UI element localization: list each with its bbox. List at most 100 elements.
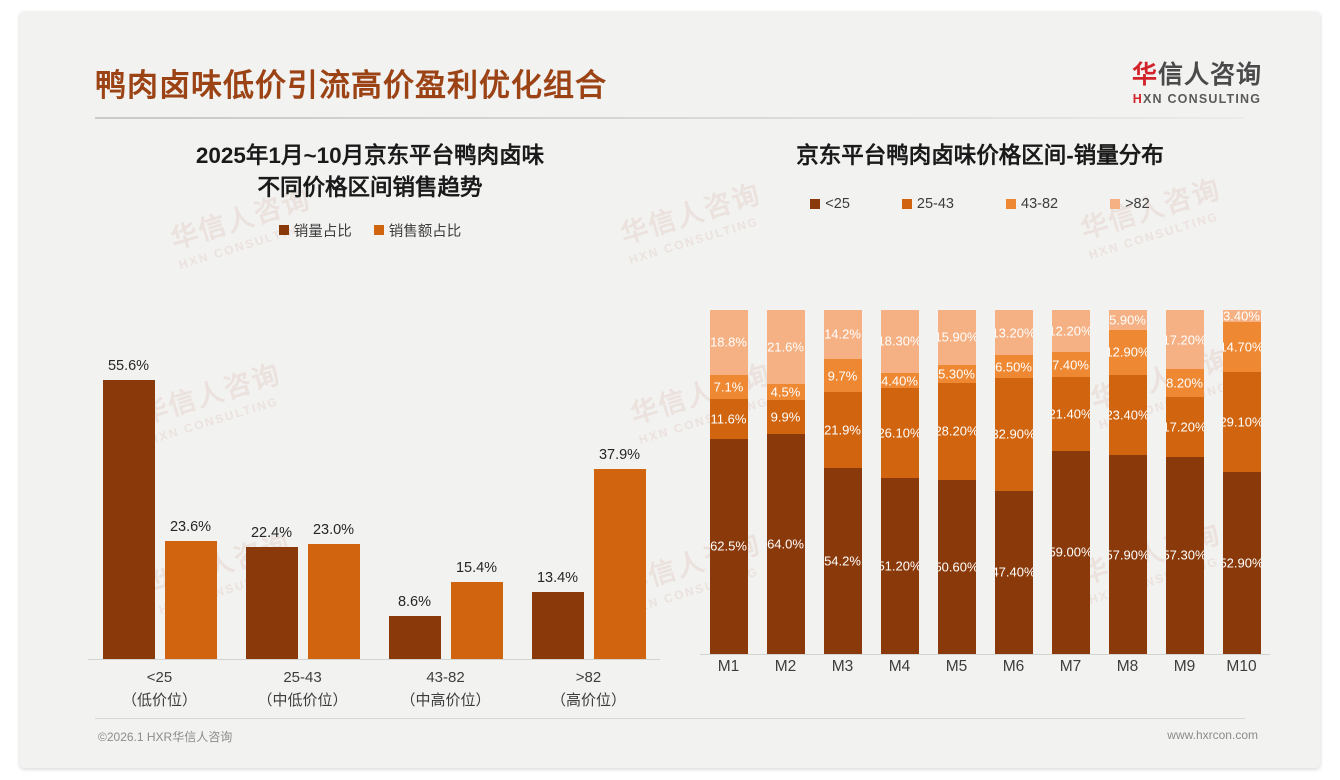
legend-label: >82 (1125, 195, 1150, 212)
bar-25-43-销售额占比[interactable]: 23.0% (307, 522, 360, 659)
stacked-bar-M3[interactable]: 14.2% 9.7% 21.9% 54.2% (823, 310, 862, 654)
stack-segment-<25[interactable]: 54.2% (823, 467, 862, 654)
stack-segment-43-82[interactable]: 7.40% (1051, 351, 1090, 378)
stack-segment-43-82[interactable]: 9.7% (823, 358, 862, 393)
right-chart-title: 京东平台鸭肉卤味价格区间-销量分布 (680, 140, 1280, 172)
stack-segment->82[interactable]: 3.40% (1222, 310, 1261, 322)
stack-segment->82[interactable]: 13.20% (994, 310, 1033, 356)
bar-43-82-销量占比[interactable]: 8.6% (388, 594, 441, 659)
stacked-bar-M9[interactable]: 17.20% 8.20% 17.20% 57.30% (1165, 310, 1204, 654)
stack-segment-label: 28.20% (937, 423, 976, 439)
stack-segment-25-43[interactable]: 11.6% (709, 399, 748, 439)
stack-segment->82[interactable]: 21.6% (766, 310, 805, 385)
bar-<25-销售额占比[interactable]: 23.6% (164, 519, 217, 659)
legend-swatch-icon (1110, 198, 1121, 209)
stack-segment-25-43[interactable]: 26.10% (880, 388, 919, 478)
stack-segment-<25[interactable]: 64.0% (766, 433, 805, 654)
logo-chinese-text: 华信人咨询 (1132, 63, 1262, 88)
stack-segment-<25[interactable]: 62.5% (709, 438, 748, 654)
stack-segment-<25[interactable]: 59.00% (1051, 451, 1090, 654)
stack-segment-<25[interactable]: 57.30% (1165, 456, 1204, 654)
stack-segment-label: 6.50% (995, 359, 1032, 375)
x-tick-label-M3: M3 (831, 658, 854, 675)
stack-segment-label: 18.8% (710, 334, 747, 350)
stack-segment-label: 26.10% (880, 425, 919, 441)
stack-segment-25-43[interactable]: 17.20% (1165, 397, 1204, 457)
legend-item-0[interactable]: <25 (810, 196, 850, 212)
stack-segment-43-82[interactable]: 4.40% (880, 372, 919, 389)
stacked-bar-M10[interactable]: 3.40% 14.70% 29.10% 52.90% (1222, 310, 1261, 655)
legend-label: 销量占比 (293, 223, 352, 240)
bar-group: 22.4% 23.0% (231, 358, 374, 659)
stack-segment->82[interactable]: 18.30% (880, 310, 919, 373)
stack-segment-43-82[interactable]: 6.50% (994, 355, 1033, 378)
bar-43-82-销售额占比[interactable]: 15.4% (450, 560, 503, 659)
legend-item-0[interactable]: 销量占比 (278, 220, 352, 241)
stacked-bar-M6[interactable]: 13.20% 6.50% 32.90% 47.40% (994, 310, 1033, 654)
legend-item-1[interactable]: 25-43 (901, 196, 954, 212)
stack-segment-label: 21.9% (824, 422, 861, 438)
x-tick-label-M7: M7 (1059, 658, 1082, 675)
stack-segment-25-43[interactable]: 23.40% (1108, 374, 1147, 456)
stack-segment-<25[interactable]: 52.90% (1222, 472, 1261, 655)
right-chart-x-axis-labels: M1 M2 M3 M4 M5 M6 M7 M8 M9 M10 (700, 658, 1270, 686)
legend-item-3[interactable]: >82 (1110, 196, 1150, 212)
bar->82-销售额占比[interactable]: 37.9% (593, 447, 646, 659)
stack-segment-label: 23.40% (1108, 407, 1147, 423)
stack-segment->82[interactable]: 14.2% (823, 310, 862, 359)
stacked-bar-M4[interactable]: 18.30% 4.40% 26.10% 51.20% (880, 310, 919, 654)
stack-segment-43-82[interactable]: 7.1% (709, 374, 748, 400)
stack-segment-label: 11.6% (710, 411, 747, 427)
x-tick-range: 43-82 (426, 669, 465, 686)
stack-segment-43-82[interactable]: 14.70% (1222, 321, 1261, 373)
stack-segment-43-82[interactable]: 4.5% (766, 384, 805, 400)
stack-segment-<25[interactable]: 50.60% (937, 479, 976, 654)
stack-segment-25-43[interactable]: 32.90% (994, 377, 1033, 491)
stack-segment->82[interactable]: 18.8% (709, 310, 748, 375)
stacked-bar-M7[interactable]: 12.20% 7.40% 21.40% 59.00% (1051, 310, 1090, 654)
stack-segment->82[interactable]: 15.90% (937, 310, 976, 365)
bar-rect (531, 591, 584, 659)
legend-label: <25 (825, 195, 850, 212)
stack-segment-43-82[interactable]: 5.30% (937, 364, 976, 383)
stack-segment-25-43[interactable]: 29.10% (1222, 372, 1261, 473)
stack-segment-<25[interactable]: 51.20% (880, 477, 919, 654)
stacked-bar-plot-area: 18.8% 7.1% 11.6% 62.5% 21.6% 4.5% 9.9% 64.0% 14.… (700, 310, 1270, 655)
stack-segment-label: 57.90% (1108, 547, 1147, 563)
stack-segment-label: 5.90% (1109, 312, 1146, 328)
stack-segment->82[interactable]: 17.20% (1165, 310, 1204, 370)
legend-item-2[interactable]: 43-82 (1006, 196, 1058, 212)
bar-<25-销量占比[interactable]: 55.6% (102, 358, 155, 659)
stack-segment-label: 57.30% (1165, 547, 1204, 563)
bar-rect (450, 581, 503, 659)
stack-segment->82[interactable]: 5.90% (1108, 310, 1147, 331)
x-tick-sublabel: （中低价位） (257, 692, 348, 710)
stack-segment-25-43[interactable]: 21.40% (1051, 377, 1090, 452)
stack-segment-label: 17.20% (1165, 419, 1204, 435)
stacked-bar-M1[interactable]: 18.8% 7.1% 11.6% 62.5% (709, 310, 748, 654)
legend-label: 43-82 (1021, 195, 1059, 212)
stacked-bar-M8[interactable]: 5.90% 12.90% 23.40% 57.90% (1108, 310, 1147, 655)
stack-segment-<25[interactable]: 57.90% (1108, 455, 1147, 655)
stack-segment-43-82[interactable]: 8.20% (1165, 369, 1204, 398)
stack-segment-<25[interactable]: 47.40% (994, 490, 1033, 654)
stack-segment-label: 4.5% (770, 384, 801, 400)
stack-segment->82[interactable]: 12.20% (1051, 310, 1090, 352)
bar->82-销量占比[interactable]: 13.4% (531, 570, 584, 659)
stack-segment-25-43[interactable]: 9.9% (766, 399, 805, 434)
legend-item-1[interactable]: 销售额占比 (373, 220, 461, 241)
x-tick-label-M8: M8 (1116, 658, 1139, 675)
stack-segment-25-43[interactable]: 28.20% (937, 382, 976, 480)
stack-segment-25-43[interactable]: 21.9% (823, 392, 862, 468)
stack-segment-label: 18.30% (880, 333, 919, 349)
page-title: 鸭肉卤味低价引流高价盈利优化组合 (95, 68, 607, 103)
x-tick-label-M2: M2 (774, 658, 797, 675)
stacked-bar-M2[interactable]: 21.6% 4.5% 9.9% 64.0% (766, 310, 805, 654)
footer-website: www.hxrcon.com (1167, 728, 1258, 742)
logo-en-accent: H (1132, 92, 1144, 106)
bar-25-43-销量占比[interactable]: 22.4% (245, 525, 298, 659)
stacked-bar-M5[interactable]: 15.90% 5.30% 28.20% 50.60% (937, 310, 976, 654)
stack-segment-label: 7.1% (713, 379, 744, 395)
bar-rect (102, 380, 155, 659)
stack-segment-43-82[interactable]: 12.90% (1108, 330, 1147, 375)
